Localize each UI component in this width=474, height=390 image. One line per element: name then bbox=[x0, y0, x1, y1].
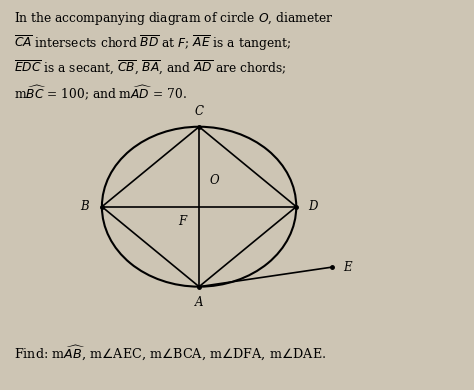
Text: A: A bbox=[195, 296, 203, 309]
Text: B: B bbox=[80, 200, 89, 213]
Text: C: C bbox=[195, 105, 203, 118]
Text: In the accompanying diagram of circle $O$, diameter: In the accompanying diagram of circle $O… bbox=[14, 10, 334, 27]
Text: Find: m$\widehat{AB}$, m$\angle$AEC, m$\angle$BCA, m$\angle$DFA, m$\angle$DAE.: Find: m$\widehat{AB}$, m$\angle$AEC, m$\… bbox=[14, 343, 327, 362]
Text: $\overline{CA}$ intersects chord $\overline{BD}$ at $F$; $\overline{AE}$ is a ta: $\overline{CA}$ intersects chord $\overl… bbox=[14, 34, 291, 53]
Text: m$\widehat{BC}$ = 100; and m$\widehat{AD}$ = 70.: m$\widehat{BC}$ = 100; and m$\widehat{AD… bbox=[14, 83, 187, 102]
Text: E: E bbox=[343, 261, 352, 274]
Text: $\overline{EDC}$ is a secant, $\overline{CB}$, $\overline{BA}$, and $\overline{A: $\overline{EDC}$ is a secant, $\overline… bbox=[14, 59, 287, 76]
Text: F: F bbox=[178, 215, 186, 228]
Text: D: D bbox=[309, 200, 318, 213]
Text: O: O bbox=[210, 174, 219, 188]
